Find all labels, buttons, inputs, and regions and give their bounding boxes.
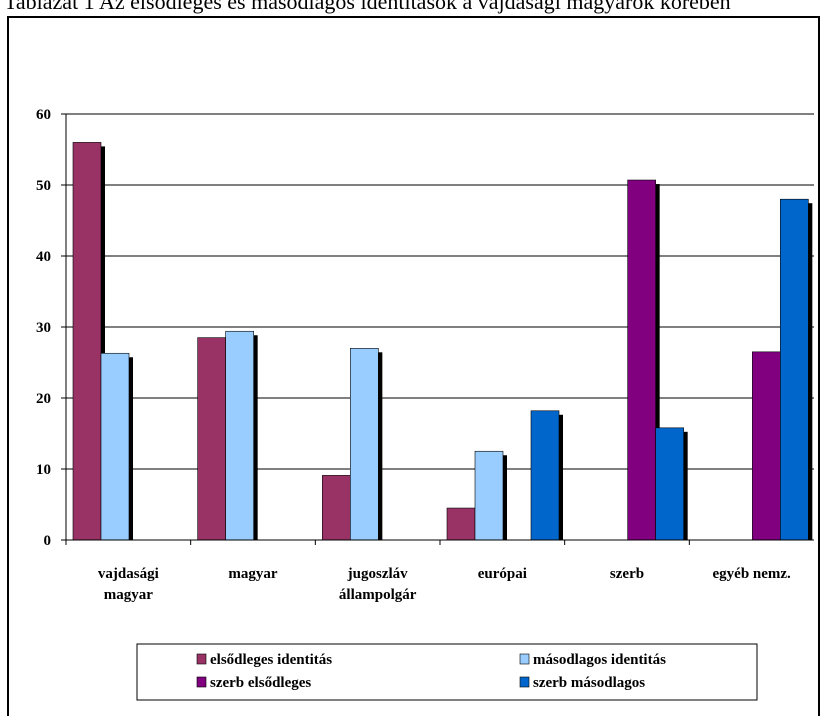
x-category-label: vajdasági magyar	[98, 566, 159, 603]
y-tick-label: 40	[36, 249, 51, 265]
bar	[780, 198, 809, 541]
bar	[474, 450, 504, 541]
y-tick-label: 20	[36, 391, 51, 407]
x-category-label: jugoszláv állampolgár	[339, 566, 417, 603]
axes	[61, 113, 814, 545]
bar	[197, 337, 226, 541]
bar	[72, 142, 102, 541]
bar	[350, 347, 379, 541]
y-tick-label: 0	[44, 533, 52, 549]
bar	[752, 351, 781, 541]
y-tick-labels: 0 10 20 30 40 50 60	[36, 107, 51, 549]
legend-label: másodlagos identitás	[533, 652, 666, 668]
bar	[655, 427, 684, 541]
bar	[446, 507, 476, 541]
y-tick-label: 10	[36, 462, 51, 478]
bar	[627, 179, 656, 541]
legend: elsődleges identitás másodlagos identitás…	[136, 643, 758, 701]
legend-swatch	[519, 676, 530, 688]
y-tick-label: 30	[36, 320, 51, 336]
bar	[100, 352, 130, 541]
legend-box	[136, 643, 758, 701]
legend-swatch	[196, 653, 207, 665]
legend-label: elsődleges identitás	[210, 652, 332, 668]
bar	[225, 330, 254, 541]
y-tick-label: 50	[36, 178, 51, 194]
chart-frame	[7, 16, 820, 716]
x-category-label: szerb	[610, 566, 644, 582]
x-category-label: magyar	[228, 566, 277, 582]
legend-label: szerb másodlagos	[533, 675, 645, 691]
x-category-label: európai	[478, 566, 527, 582]
gridlines	[66, 113, 814, 470]
legend-swatch	[519, 653, 530, 665]
bar	[530, 410, 560, 541]
document-caption: Tablázat 1 Az elsődleges és másodlagos i…	[4, 0, 731, 14]
x-category-label: egyéb nemz.	[713, 566, 792, 582]
x-category-labels: vajdasági magyar magyar jugoszláv állampolgá…	[98, 566, 791, 603]
y-tick-label: 60	[36, 107, 51, 123]
bar	[322, 475, 351, 541]
legend-label: szerb elsődleges	[210, 675, 311, 691]
legend-swatch	[196, 676, 207, 688]
bars	[72, 142, 813, 541]
